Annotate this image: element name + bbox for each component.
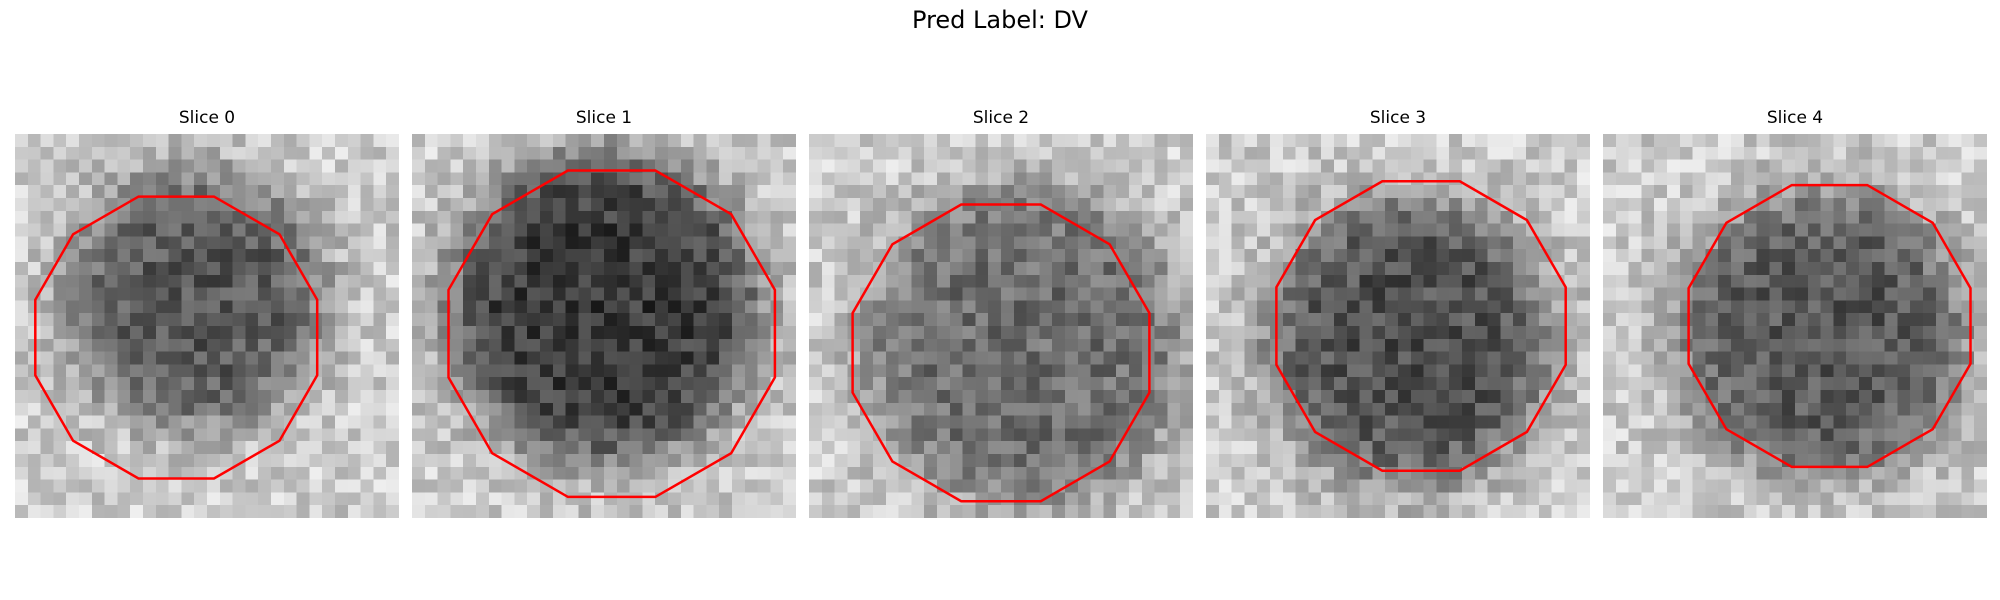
slice-image: [1206, 134, 1590, 518]
slice-title: Slice 0: [178, 108, 236, 128]
slice-image: [809, 134, 1193, 518]
segmentation-contour: [34, 195, 319, 480]
segmentation-contour: [447, 169, 777, 499]
slice-image: [15, 134, 399, 518]
slice-image: [1603, 134, 1987, 518]
figure-title: Pred Label: DV: [912, 6, 1088, 34]
segmentation-contour: [1275, 180, 1567, 472]
slice-image: [412, 134, 796, 518]
slice-title: Slice 3: [1369, 108, 1427, 128]
slice-title: Slice 4: [1766, 108, 1824, 128]
segmentation-contour: [851, 203, 1151, 503]
slice-title: Slice 2: [972, 108, 1030, 128]
slice-title: Slice 1: [575, 108, 633, 128]
segmentation-contour: [1687, 183, 1972, 469]
